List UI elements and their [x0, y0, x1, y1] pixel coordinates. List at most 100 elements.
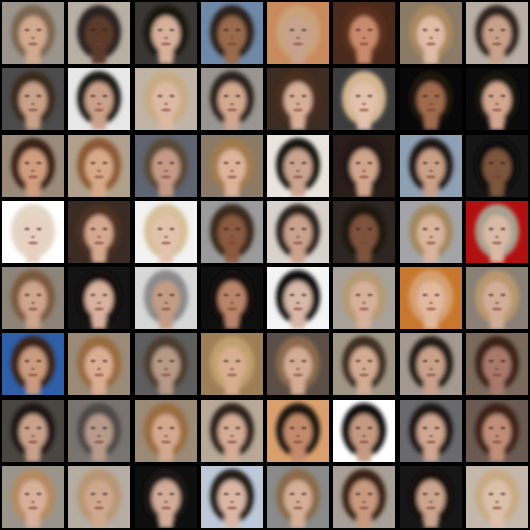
- face: [417, 347, 445, 383]
- eye: [235, 426, 241, 430]
- face-tile: [333, 135, 395, 197]
- eye: [102, 359, 108, 363]
- eye: [355, 426, 361, 430]
- mouth: [161, 506, 171, 510]
- eye: [157, 293, 163, 297]
- nose: [429, 102, 433, 106]
- nose: [230, 102, 234, 106]
- face-image: [333, 2, 395, 64]
- nose: [97, 36, 101, 40]
- nose: [230, 169, 234, 173]
- mouth: [161, 42, 171, 46]
- face-image: [267, 201, 329, 263]
- face-image: [135, 2, 197, 64]
- mouth: [94, 241, 104, 245]
- face-image: [201, 333, 263, 395]
- face-image: [466, 466, 528, 528]
- eye: [488, 492, 494, 496]
- face-image: [201, 466, 263, 528]
- eye: [434, 293, 440, 297]
- face-image: [68, 466, 130, 528]
- face: [152, 281, 180, 317]
- face-image: [400, 400, 462, 462]
- mouth: [28, 241, 38, 245]
- eye: [36, 293, 42, 297]
- face: [218, 82, 246, 118]
- nose: [429, 434, 433, 438]
- nose: [97, 367, 101, 371]
- eye: [301, 28, 307, 32]
- nose: [164, 102, 168, 106]
- eye: [169, 94, 175, 98]
- eye: [301, 492, 307, 496]
- face-image: [333, 400, 395, 462]
- face: [218, 215, 246, 251]
- face-tile: [466, 135, 528, 197]
- face-tile: [68, 267, 130, 329]
- face-tile: [201, 400, 263, 462]
- eye: [90, 359, 96, 363]
- eye: [102, 492, 108, 496]
- mouth: [161, 440, 171, 444]
- mouth: [426, 506, 436, 510]
- nose: [31, 500, 35, 504]
- face-tile: [400, 466, 462, 528]
- mouth: [492, 307, 502, 311]
- eye: [90, 227, 96, 231]
- mouth: [492, 506, 502, 510]
- eye: [36, 28, 42, 32]
- eye: [434, 492, 440, 496]
- nose: [495, 434, 499, 438]
- face: [85, 281, 113, 317]
- face: [152, 215, 180, 251]
- nose: [495, 102, 499, 106]
- eye: [235, 161, 241, 165]
- mouth: [426, 241, 436, 245]
- nose: [296, 36, 300, 40]
- face-tile: [466, 201, 528, 263]
- eye: [500, 94, 506, 98]
- eye: [434, 426, 440, 430]
- mouth: [426, 175, 436, 179]
- face-image: [333, 333, 395, 395]
- face: [483, 347, 511, 383]
- nose: [296, 367, 300, 371]
- face-tile: [267, 201, 329, 263]
- face-tile: [68, 333, 130, 395]
- nose: [362, 434, 366, 438]
- face-image: [135, 400, 197, 462]
- face-tile: [400, 2, 462, 64]
- eye: [90, 426, 96, 430]
- mouth: [28, 108, 38, 112]
- face-tile: [267, 68, 329, 130]
- face-tile: [267, 267, 329, 329]
- face-tile: [400, 333, 462, 395]
- eye: [169, 161, 175, 165]
- face-image: [135, 466, 197, 528]
- face: [152, 16, 180, 52]
- face: [483, 414, 511, 450]
- mouth: [293, 307, 303, 311]
- face: [350, 281, 378, 317]
- face-image: [68, 2, 130, 64]
- eye: [488, 227, 494, 231]
- eye: [289, 94, 295, 98]
- face-tile: [466, 333, 528, 395]
- face: [218, 16, 246, 52]
- nose: [495, 301, 499, 305]
- mouth: [227, 175, 237, 179]
- face-image: [333, 267, 395, 329]
- mouth: [94, 42, 104, 46]
- face: [483, 281, 511, 317]
- eye: [235, 28, 241, 32]
- face-tile: [333, 201, 395, 263]
- mouth: [293, 42, 303, 46]
- face-tile: [400, 68, 462, 130]
- eye: [157, 359, 163, 363]
- face: [350, 480, 378, 516]
- eye: [36, 227, 42, 231]
- eye: [24, 426, 30, 430]
- face-image: [68, 68, 130, 130]
- face-image: [2, 2, 64, 64]
- nose: [296, 301, 300, 305]
